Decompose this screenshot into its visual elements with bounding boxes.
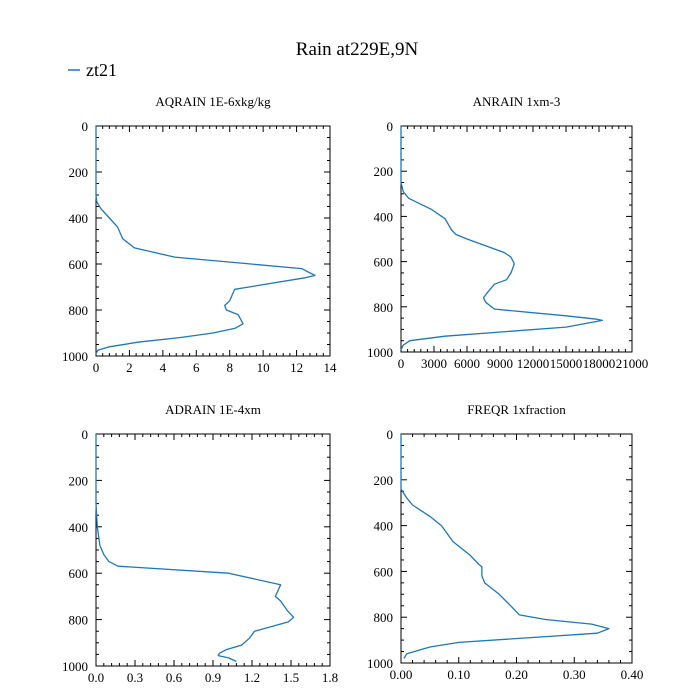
y-tick-label: 0 bbox=[387, 119, 394, 134]
x-tick-label: 0.20 bbox=[505, 667, 528, 682]
x-tick-label: 0.10 bbox=[447, 667, 470, 682]
series-line bbox=[400, 126, 603, 350]
panels-group: AQRAIN 1E-6xkg/kg 0 2 4 6 8 10 12 14 0 200 400 600 80… bbox=[62, 94, 648, 685]
y-tick-label: 200 bbox=[374, 164, 394, 179]
x-tick-label: 18000 bbox=[583, 356, 616, 371]
y-tick-label: 800 bbox=[374, 300, 394, 315]
series-line bbox=[95, 434, 295, 662]
x-tick-label: 9000 bbox=[487, 356, 513, 371]
chart-panel-1: AQRAIN 1E-6xkg/kg 0 2 4 6 8 10 12 14 0 200 400 600 80… bbox=[62, 94, 337, 375]
y-tick-label: 0 bbox=[82, 427, 89, 442]
y-tick-label: 400 bbox=[69, 520, 89, 535]
x-tick-label: 0.00 bbox=[390, 667, 413, 682]
x-tick-label: 0.6 bbox=[166, 670, 183, 685]
y-tick-label: 600 bbox=[374, 255, 394, 270]
y-tick-label: 600 bbox=[69, 566, 89, 581]
chart-panel-2: ANRAIN 1xm-30 3000 6000 9000 12000 15000 18000… bbox=[367, 94, 648, 371]
x-tick-label: 12000 bbox=[517, 356, 550, 371]
y-tick-label: 800 bbox=[69, 613, 89, 628]
x-tick-label: 0 bbox=[398, 356, 405, 371]
y-tick-label: 200 bbox=[374, 473, 394, 488]
x-tick-label: 4 bbox=[160, 360, 167, 375]
x-tick-label: 0.40 bbox=[621, 667, 644, 682]
x-tick-label: 10 bbox=[257, 360, 270, 375]
plot-frame bbox=[400, 125, 633, 353]
x-tick-label: 3000 bbox=[421, 356, 447, 371]
series-line bbox=[95, 126, 316, 354]
x-tick-label: 6 bbox=[193, 360, 200, 375]
x-tick-label: 15000 bbox=[550, 356, 583, 371]
y-tick-label: 200 bbox=[69, 473, 89, 488]
x-tick-label: 2 bbox=[126, 360, 133, 375]
panel-title: FREQR 1xfraction bbox=[467, 402, 566, 417]
y-tick-label: 600 bbox=[69, 257, 89, 272]
x-tick-label: 0.30 bbox=[563, 667, 586, 682]
x-tick-label: 1.5 bbox=[283, 670, 299, 685]
series-line bbox=[400, 434, 610, 659]
x-tick-label: 0 bbox=[93, 360, 100, 375]
y-tick-label: 1000 bbox=[62, 349, 88, 364]
y-tick-label: 400 bbox=[69, 211, 89, 226]
x-tick-label: 0.3 bbox=[127, 670, 143, 685]
y-tick-label: 600 bbox=[374, 564, 394, 579]
x-tick-label: 6000 bbox=[454, 356, 480, 371]
panel-title: ANRAIN 1xm-3 bbox=[473, 94, 561, 109]
panel-title: ADRAIN 1E-4xm bbox=[165, 402, 261, 417]
x-tick-label: 21000 bbox=[616, 356, 649, 371]
plot-frame bbox=[95, 125, 331, 357]
legend-label: zt21 bbox=[86, 60, 117, 80]
y-tick-label: 400 bbox=[374, 519, 394, 534]
y-tick-label: 1000 bbox=[62, 659, 88, 674]
x-tick-label: 14 bbox=[324, 360, 338, 375]
x-tick-label: 0.9 bbox=[205, 670, 221, 685]
y-tick-label: 800 bbox=[374, 610, 394, 625]
figure-title: Rain at229E,9N bbox=[296, 39, 419, 60]
y-tick-label: 1000 bbox=[367, 656, 393, 671]
plot-frame bbox=[95, 433, 331, 667]
chart-panel-3: ADRAIN 1E-4xm 0.0 0.3 0.6 0.9 1.2 1.5 1.8 0 200 40… bbox=[62, 402, 338, 685]
y-tick-label: 200 bbox=[69, 165, 89, 180]
x-tick-label: 12 bbox=[290, 360, 303, 375]
x-tick-label: 1.2 bbox=[244, 670, 260, 685]
y-tick-label: 800 bbox=[69, 303, 89, 318]
y-tick-label: 1000 bbox=[367, 345, 393, 360]
x-tick-label: 1.8 bbox=[322, 670, 338, 685]
panel-title: AQRAIN 1E-6xkg/kg bbox=[155, 94, 271, 109]
x-tick-label: 8 bbox=[226, 360, 233, 375]
x-tick-label: 0.0 bbox=[88, 670, 104, 685]
plot-frame bbox=[400, 433, 633, 664]
y-tick-label: 0 bbox=[387, 427, 394, 442]
y-tick-label: 400 bbox=[374, 209, 394, 224]
y-tick-label: 0 bbox=[82, 119, 89, 134]
chart-panel-4: FREQR 1xfraction 0.00 0.10 0.20 0.30 0.40 0 200… bbox=[367, 402, 643, 682]
